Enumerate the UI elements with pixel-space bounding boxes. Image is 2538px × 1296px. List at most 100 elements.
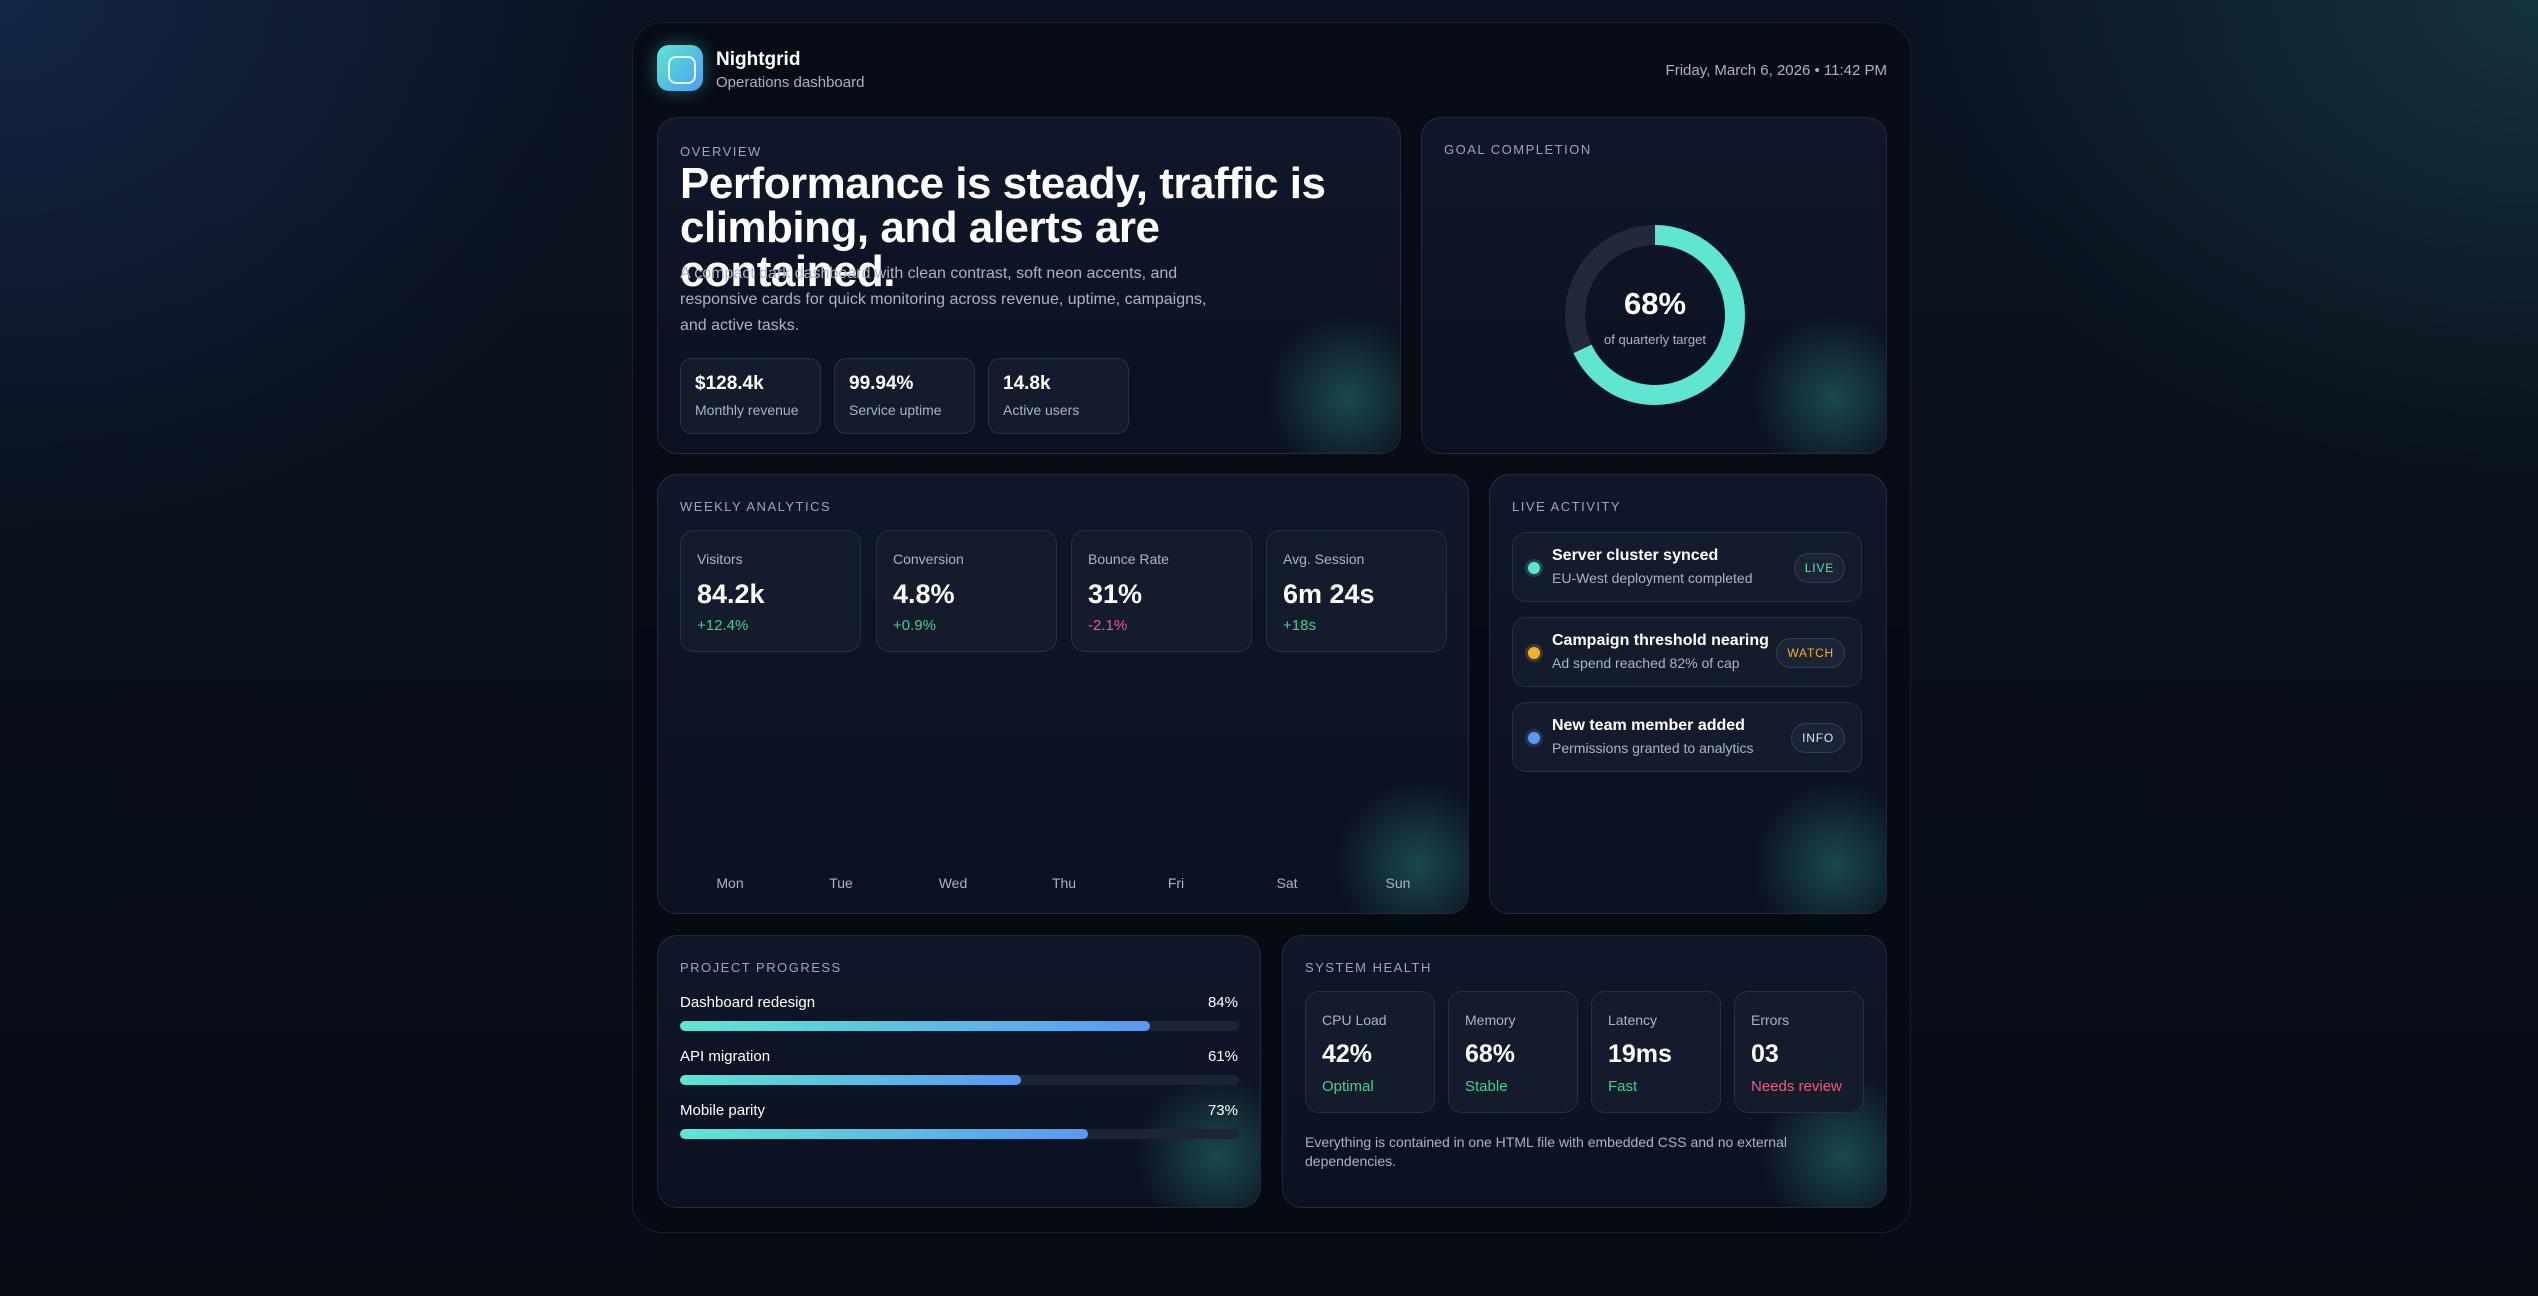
stat-delta: +18s xyxy=(1283,617,1316,634)
status-dot-icon xyxy=(1528,647,1540,659)
progress-track xyxy=(680,1021,1239,1031)
day-label: Sun xyxy=(1385,875,1411,891)
stat-value: 31% xyxy=(1088,579,1143,609)
health-label: Memory xyxy=(1465,1012,1516,1028)
live-activity-card: LIVE ACTIVITY Server cluster synced EU-W… xyxy=(1489,474,1887,914)
kpi-active-users: 14.8k Active users xyxy=(988,358,1129,434)
overview-card: OVERVIEW Performance is steady, traffic … xyxy=(657,117,1401,454)
health-eyebrow: SYSTEM HEALTH xyxy=(1305,960,1432,975)
health-label: Errors xyxy=(1751,1012,1790,1028)
day-label: Mon xyxy=(716,875,744,891)
kpi-label: Monthly revenue xyxy=(695,402,799,418)
progress-fill xyxy=(680,1021,1150,1031)
goal-completion-card: GOAL COMPLETION 68% of quarterly target xyxy=(1421,117,1887,454)
goal-donut-chart xyxy=(1565,225,1745,405)
stat-label: Bounce Rate xyxy=(1088,551,1169,567)
kpi-label: Service uptime xyxy=(849,402,942,418)
health-latency: Latency 19ms Fast xyxy=(1591,991,1721,1113)
analytics-eyebrow: WEEKLY ANALYTICS xyxy=(680,499,832,514)
health-memory: Memory 68% Stable xyxy=(1448,991,1578,1113)
donut-progress-arc xyxy=(1565,225,1745,405)
day-label: Sat xyxy=(1276,875,1298,891)
activity-item[interactable]: Server cluster synced EU-West deployment… xyxy=(1512,532,1862,602)
current-datetime: Friday, March 6, 2026 • 11:42 PM xyxy=(1665,62,1887,79)
status-badge: WATCH xyxy=(1776,638,1845,668)
health-value: 03 xyxy=(1751,1040,1779,1068)
project-percent: 73% xyxy=(1207,1102,1238,1119)
kpi-value: 14.8k xyxy=(1003,373,1051,394)
goal-percent: 68% xyxy=(1623,286,1687,321)
day-label: Tue xyxy=(829,875,853,891)
activity-subtitle: Permissions granted to analytics xyxy=(1552,740,1754,756)
stat-value: 6m 24s xyxy=(1283,579,1375,609)
project-name: API migration xyxy=(680,1048,771,1065)
stat-label: Avg. Session xyxy=(1283,551,1365,567)
brand-name: Nightgrid xyxy=(716,49,801,70)
progress-fill xyxy=(680,1075,1021,1085)
activity-item[interactable]: Campaign threshold nearing Ad spend reac… xyxy=(1512,617,1862,687)
status-dot-icon xyxy=(1528,732,1540,744)
weekly-analytics-card: WEEKLY ANALYTICS Visitors 84.2k +12.4% C… xyxy=(657,474,1469,914)
header: Nightgrid Operations dashboard Friday, M… xyxy=(657,45,1887,95)
health-cpu: CPU Load 42% Optimal xyxy=(1305,991,1435,1113)
status-badge: INFO xyxy=(1791,723,1845,753)
card-glow xyxy=(1744,308,1886,453)
card-glow xyxy=(1328,775,1468,913)
progress-track xyxy=(680,1129,1239,1139)
day-label: Wed xyxy=(938,875,968,891)
stat-value: 84.2k xyxy=(697,579,765,609)
overview-eyebrow: OVERVIEW xyxy=(680,144,762,159)
health-value: 68% xyxy=(1465,1040,1516,1068)
kpi-revenue: $128.4k Monthly revenue xyxy=(680,358,821,434)
status-badge: LIVE xyxy=(1793,553,1845,583)
stat-label: Conversion xyxy=(893,551,964,567)
projects-eyebrow: PROJECT PROGRESS xyxy=(680,960,842,975)
progress-track xyxy=(680,1075,1239,1085)
system-health-card: SYSTEM HEALTH CPU Load 42% Optimal Memor… xyxy=(1282,935,1887,1208)
health-status: Optimal xyxy=(1322,1078,1374,1095)
stat-value: 4.8% xyxy=(893,579,955,609)
stat-avg-session: Avg. Session 6m 24s +18s xyxy=(1266,530,1447,652)
activity-title: New team member added xyxy=(1552,717,1745,734)
status-dot-icon xyxy=(1528,562,1540,574)
stat-bounce-rate: Bounce Rate 31% -2.1% xyxy=(1071,530,1252,652)
health-status: Fast xyxy=(1608,1078,1638,1095)
goal-eyebrow: GOAL COMPLETION xyxy=(1444,142,1592,157)
health-note: Everything is contained in one HTML file… xyxy=(1305,1134,1787,1169)
project-progress-card: PROJECT PROGRESS Dashboard redesign 84% … xyxy=(657,935,1261,1208)
stat-label: Visitors xyxy=(697,551,743,567)
project-percent: 61% xyxy=(1207,1048,1238,1065)
overview-description: A compact dark dashboard with clean cont… xyxy=(680,265,1207,334)
activity-subtitle: EU-West deployment completed xyxy=(1552,570,1753,586)
activity-item[interactable]: New team member added Permissions grante… xyxy=(1512,702,1862,772)
goal-caption: of quarterly target xyxy=(1604,332,1706,347)
stat-delta: +0.9% xyxy=(893,617,936,634)
health-value: 42% xyxy=(1322,1040,1373,1068)
project-percent: 84% xyxy=(1207,994,1238,1011)
app-logo-icon xyxy=(657,45,703,91)
kpi-value: 99.94% xyxy=(849,373,914,394)
progress-fill xyxy=(680,1129,1089,1139)
brand-subtitle: Operations dashboard xyxy=(716,74,865,91)
health-label: CPU Load xyxy=(1322,1012,1387,1028)
stat-delta: +12.4% xyxy=(697,617,749,634)
activity-subtitle: Ad spend reached 82% of cap xyxy=(1552,655,1740,671)
kpi-value: $128.4k xyxy=(695,373,764,394)
activity-eyebrow: LIVE ACTIVITY xyxy=(1512,499,1622,514)
card-glow xyxy=(1745,775,1886,913)
stat-visitors: Visitors 84.2k +12.4% xyxy=(680,530,861,652)
activity-title: Campaign threshold nearing xyxy=(1552,632,1769,649)
health-status: Stable xyxy=(1465,1078,1508,1095)
health-status: Needs review xyxy=(1751,1078,1842,1095)
overview-headline: Performance is steady, traffic is climbi… xyxy=(680,159,1326,296)
stat-delta: -2.1% xyxy=(1088,617,1128,634)
day-label: Fri xyxy=(1167,875,1185,891)
activity-title: Server cluster synced xyxy=(1552,547,1719,564)
health-value: 19ms xyxy=(1608,1040,1672,1068)
project-name: Mobile parity xyxy=(680,1102,766,1119)
project-name: Dashboard redesign xyxy=(680,994,816,1011)
health-errors: Errors 03 Needs review xyxy=(1734,991,1864,1113)
kpi-uptime: 99.94% Service uptime xyxy=(834,358,975,434)
day-label: Thu xyxy=(1051,875,1077,891)
stat-conversion: Conversion 4.8% +0.9% xyxy=(876,530,1057,652)
